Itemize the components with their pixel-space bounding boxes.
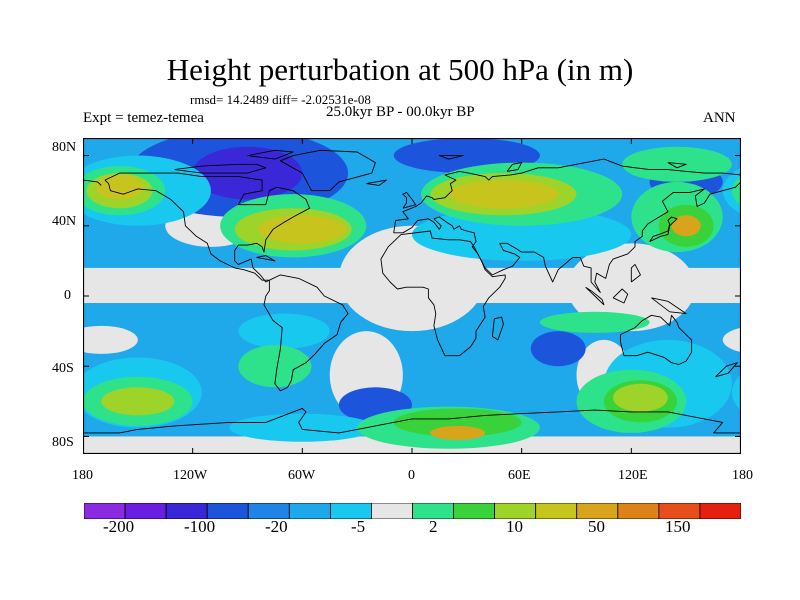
coastline (247, 149, 294, 160)
colorbar-label: -100 (184, 517, 216, 536)
coastline (279, 149, 376, 192)
lat-label-0: 0 (64, 288, 71, 303)
coastline (263, 274, 349, 392)
contour-fill (613, 383, 668, 412)
lon-label-60e: 60E (508, 468, 531, 483)
colorbar-label: 50 (588, 517, 605, 536)
contour-fill (258, 215, 347, 244)
contour-fill (722, 327, 741, 353)
contour-fill (101, 387, 175, 416)
coastline (619, 314, 693, 365)
coastline (393, 158, 741, 233)
lon-label-180e: 180 (732, 468, 753, 483)
lat-label-80n: 80N (52, 140, 77, 155)
colorbar-label: -20 (265, 517, 288, 536)
contour-fill (229, 413, 376, 442)
season-label: ANN (703, 110, 736, 126)
plot-title: Height perturbation at 500 hPa (in m) (166, 52, 634, 87)
height-perturbation-map (83, 138, 741, 454)
coastline (366, 179, 387, 186)
contour-fill (238, 345, 312, 388)
lat-label-40s: 40S (52, 361, 74, 376)
contour-fill (731, 374, 741, 411)
colorbar-swatch (371, 503, 413, 519)
contour-fill (671, 215, 701, 237)
coastline (83, 407, 741, 434)
lat-label-40n: 40N (52, 214, 77, 229)
colorbar-label: 2 (429, 517, 438, 536)
colorbar-label: 10 (506, 517, 523, 536)
lon-label-60w: 60W (288, 468, 316, 483)
coastline (83, 179, 102, 186)
lon-label-120e: 120E (618, 468, 648, 483)
lon-label-120w: 120W (173, 468, 208, 483)
colorbar-swatch (453, 503, 496, 519)
contour-fill (567, 243, 696, 332)
coastline (715, 362, 738, 378)
contour-fill (622, 146, 732, 182)
contour-fill (430, 425, 486, 440)
colorbar (84, 503, 741, 519)
period-label: 25.0kyr BP - 00.0kyr BP (326, 104, 475, 120)
coastline (380, 230, 506, 357)
coastline (402, 191, 417, 209)
contour-fill (238, 313, 330, 349)
colorbar-swatch (617, 503, 660, 519)
coastline (174, 163, 267, 174)
coastline (104, 172, 311, 283)
contour-fill (95, 174, 144, 200)
coastline (256, 255, 276, 262)
colorbar-label: 150 (665, 517, 691, 536)
contour-fill (448, 180, 559, 209)
coastline (612, 288, 629, 304)
coastline (491, 316, 504, 341)
coastline (393, 181, 741, 293)
lon-label-180w: 180 (72, 468, 93, 483)
contour-fill (530, 331, 586, 367)
coastline (438, 155, 464, 160)
coastline (651, 297, 687, 315)
colorbar-label: -200 (103, 517, 135, 536)
lon-label-0: 0 (408, 468, 415, 483)
coastline (585, 286, 605, 306)
coastline (649, 216, 678, 243)
experiment-label: Expt = temez-temea (83, 110, 204, 126)
colorbar-swatch (699, 503, 741, 519)
lat-label-80s: 80S (52, 435, 74, 450)
coastline (667, 162, 687, 169)
colorbar-swatch (535, 503, 578, 519)
contour-fill (83, 325, 138, 354)
coastline (630, 263, 641, 283)
colorbar-label: -5 (351, 517, 366, 536)
stats-label: rmsd= 14.2489 diff= -2.02531e-08 (190, 92, 371, 107)
contour-fill (539, 311, 650, 333)
colorbar-swatch (288, 503, 331, 519)
contour-fill (412, 208, 632, 261)
coastline (506, 162, 523, 172)
contour-fill (731, 175, 741, 206)
